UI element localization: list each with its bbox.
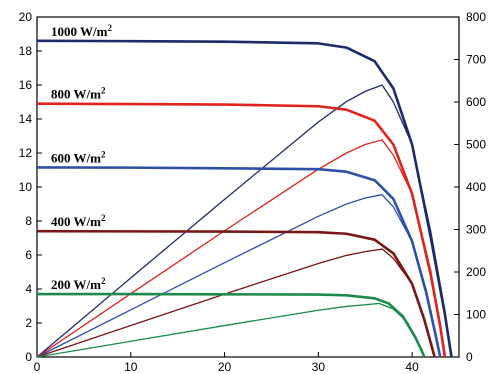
power-curve-800 — [36, 139, 446, 358]
curve-label-sup-200: 2 — [101, 276, 106, 286]
current-curve-1000 — [36, 39, 453, 358]
x-tick-label-10: 10 — [124, 360, 138, 374]
y-tick-label-16: 16 — [19, 78, 33, 92]
curve-label-sup-400: 2 — [101, 213, 106, 223]
x-tick-label-0: 0 — [34, 360, 41, 374]
curve-label-sup-1000: 2 — [107, 23, 112, 33]
y2-tick-label-800: 800 — [466, 10, 486, 24]
current-curve-200 — [37, 292, 426, 358]
y-tick-label-12: 12 — [19, 146, 33, 160]
curve-label-200: 200 W/m2 — [51, 276, 106, 292]
y-tick-label-8: 8 — [25, 214, 32, 228]
y-tick-label-10: 10 — [19, 180, 33, 194]
y2-tick-label-100: 100 — [466, 308, 486, 322]
y-tick-label-2: 2 — [25, 316, 32, 330]
y-tick-label-4: 4 — [25, 282, 32, 296]
y-tick-label-6: 6 — [25, 248, 32, 262]
y-tick-label-20: 20 — [19, 10, 33, 24]
x-tick-label-30: 30 — [312, 360, 326, 374]
curve-label-sup-600: 2 — [101, 149, 106, 159]
y2-tick-label-200: 200 — [466, 265, 486, 279]
y2-tick-label-500: 500 — [466, 138, 486, 152]
curve-label-1000: 1000 W/m2 — [51, 23, 112, 39]
x-tick-label-40: 40 — [405, 360, 419, 374]
y2-tick-label-300: 300 — [466, 223, 486, 237]
y-tick-label-18: 18 — [19, 44, 33, 58]
y2-tick-label-0: 0 — [466, 350, 473, 364]
current-curve-400 — [36, 229, 436, 358]
current-curve-800 — [36, 102, 447, 358]
y-tick-label-0: 0 — [25, 350, 32, 364]
curve-label-800: 800 W/m2 — [51, 86, 106, 102]
curve-label-sup-800: 2 — [101, 86, 106, 96]
y-tick-label-14: 14 — [19, 112, 33, 126]
y2-tick-label-700: 700 — [466, 53, 486, 67]
x-tick-label-20: 20 — [218, 360, 232, 374]
curve-label-400: 400 W/m2 — [51, 213, 106, 229]
power-curve-400 — [36, 248, 436, 358]
curve-label-600: 600 W/m2 — [51, 149, 106, 165]
power-curve-200 — [36, 302, 425, 358]
current-curve-600 — [36, 166, 442, 358]
y2-tick-label-600: 600 — [466, 95, 486, 109]
y2-tick-label-400: 400 — [466, 180, 486, 194]
plot-frame — [36, 16, 460, 358]
